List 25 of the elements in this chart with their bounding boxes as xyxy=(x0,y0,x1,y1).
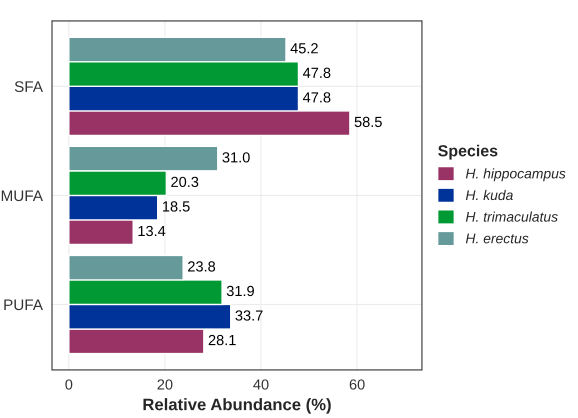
data-label: 45.2 xyxy=(290,43,318,54)
legend-title: Species xyxy=(438,144,498,160)
legend-label: H. erectus xyxy=(466,234,528,244)
x-tick-label: 20 xyxy=(158,379,172,390)
x-tick-label: 0 xyxy=(65,379,72,390)
legend-label: H. kuda xyxy=(466,190,513,200)
y-tick-label: MUFA xyxy=(2,190,43,202)
data-label: 28.1 xyxy=(208,334,236,346)
y-tick-label: SFA xyxy=(14,81,43,92)
data-label: 13.4 xyxy=(138,226,166,236)
y-tick-label: PUFA xyxy=(4,300,43,310)
x-axis-title: Relative Abundance (%) xyxy=(143,398,331,414)
data-label: 47.8 xyxy=(302,68,330,78)
x-tick-label: 40 xyxy=(253,379,269,390)
data-label: 23.8 xyxy=(188,261,216,272)
x-tick-label: 60 xyxy=(350,379,365,390)
data-label: 31.9 xyxy=(226,286,254,296)
data-label: 47.8 xyxy=(302,92,330,103)
data-label: 18.5 xyxy=(162,201,190,212)
data-label: 58.5 xyxy=(354,116,382,128)
legend-label: H. trimaculatus xyxy=(466,212,558,222)
legend-label: H. hippocampus xyxy=(466,168,566,182)
data-label: 31.0 xyxy=(222,152,250,163)
data-label: 20.3 xyxy=(171,176,198,188)
data-label: 33.7 xyxy=(235,310,263,321)
